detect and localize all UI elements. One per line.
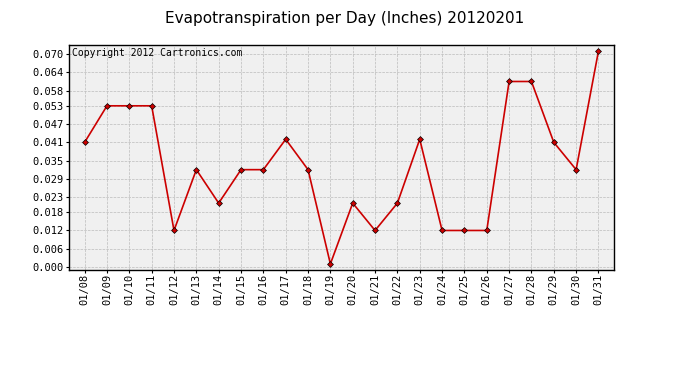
Text: Copyright 2012 Cartronics.com: Copyright 2012 Cartronics.com: [72, 48, 242, 58]
Text: Evapotranspiration per Day (Inches) 20120201: Evapotranspiration per Day (Inches) 2012…: [166, 11, 524, 26]
